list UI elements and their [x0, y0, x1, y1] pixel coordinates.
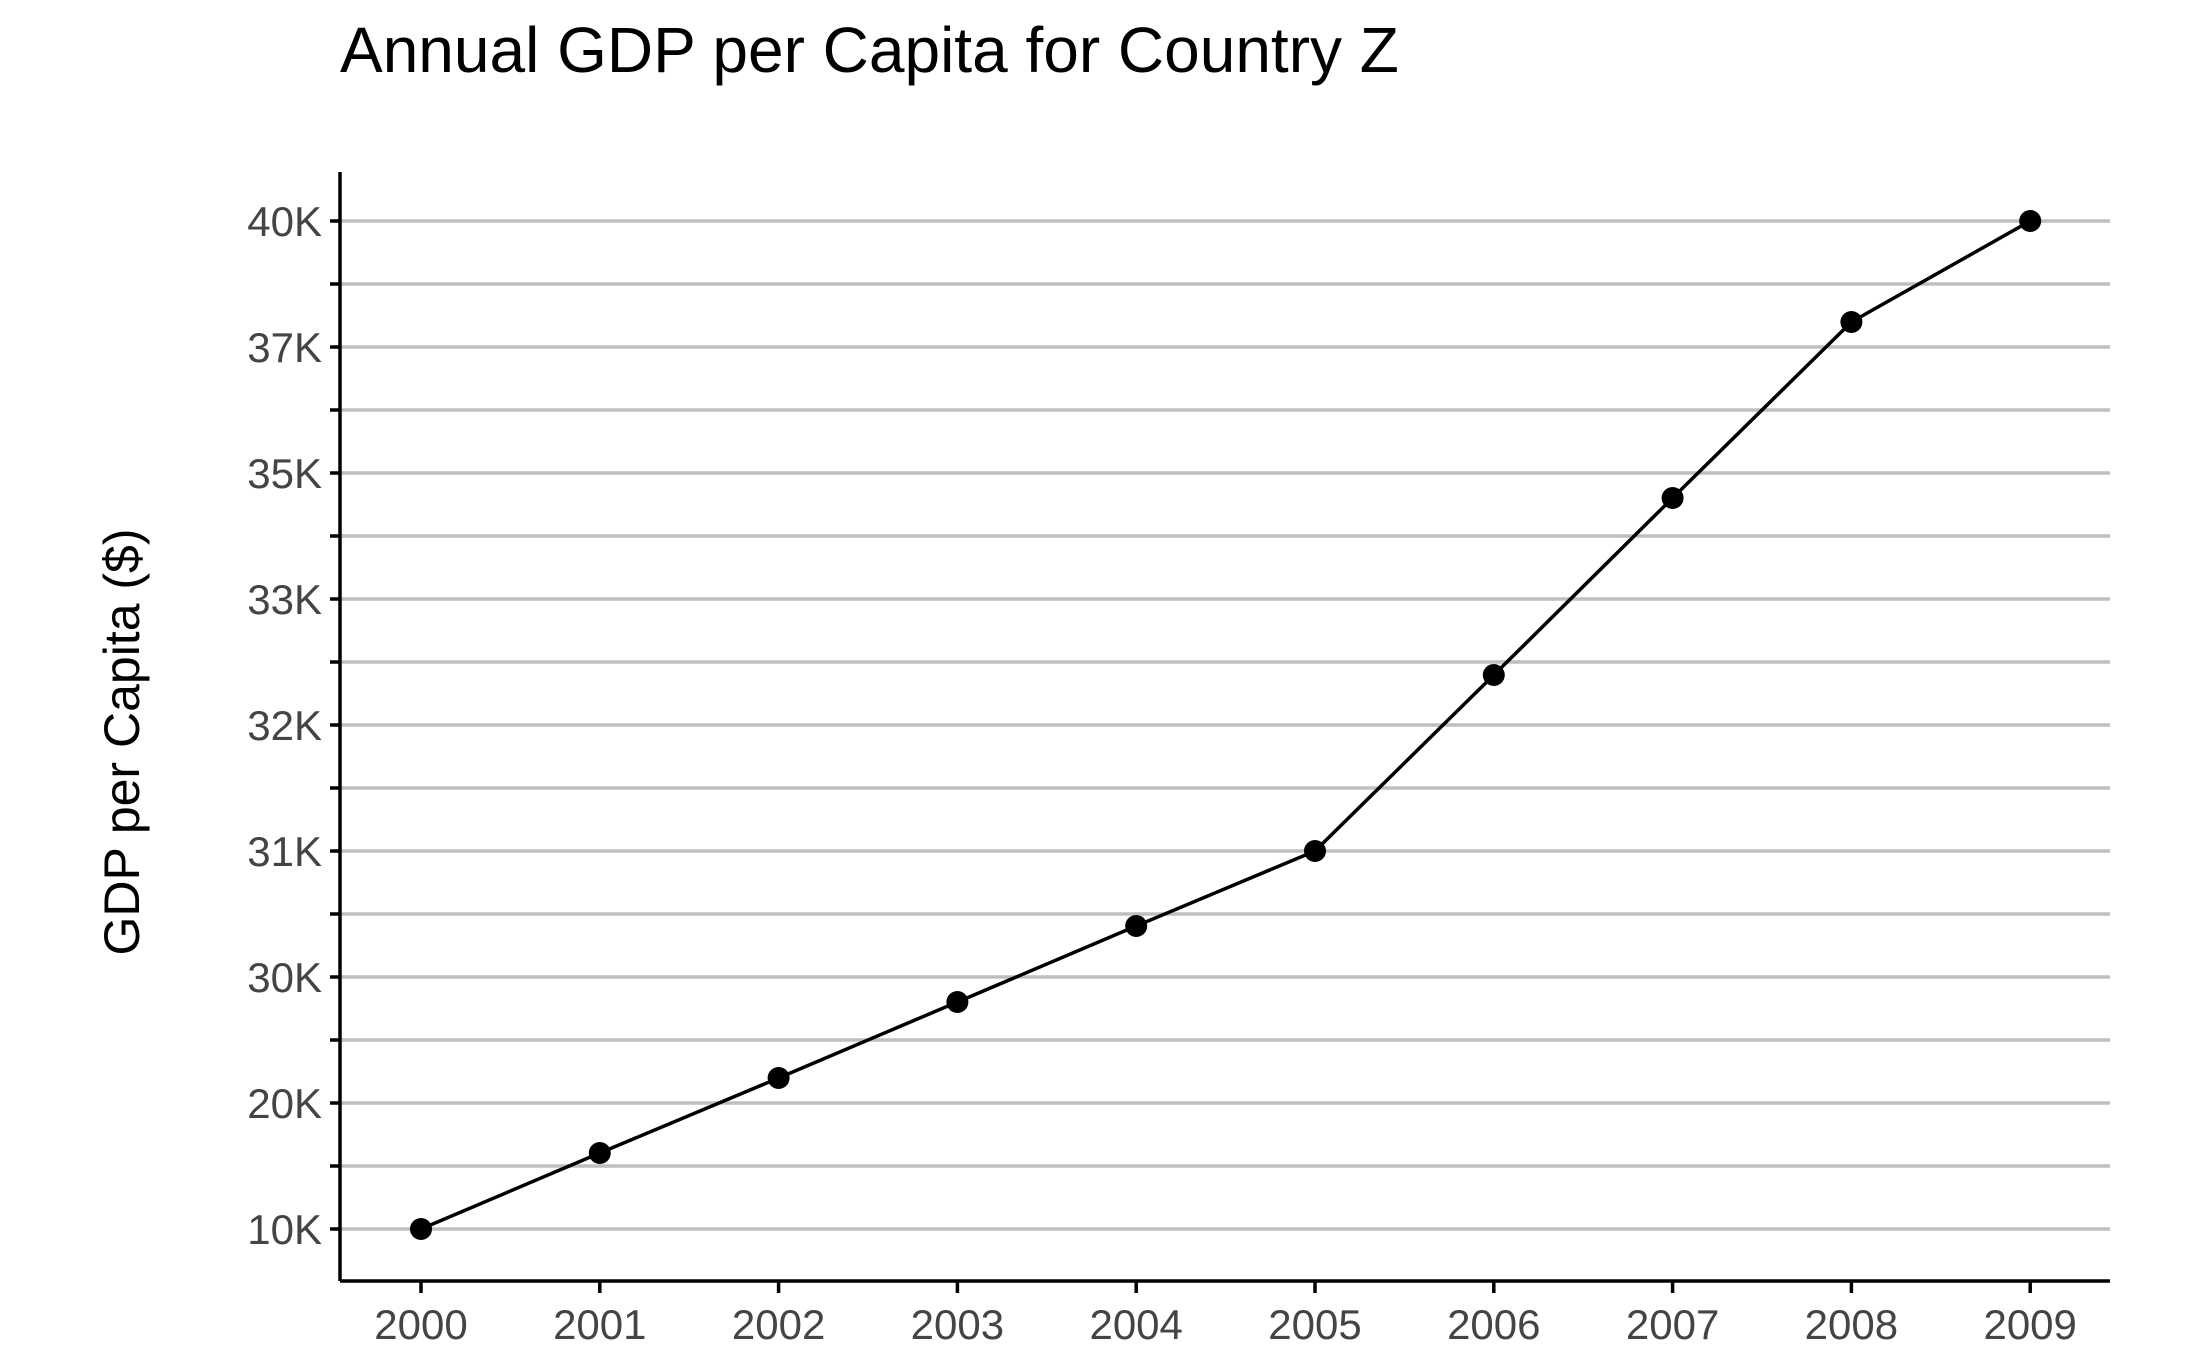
x-tick-label: 2008 — [1805, 1301, 1898, 1348]
y-tick-label: 32K — [247, 702, 322, 749]
data-series — [410, 210, 2042, 1240]
data-point-2002 — [767, 1067, 790, 1089]
x-tick-label: 2009 — [1983, 1301, 2076, 1348]
data-point-2008 — [1840, 311, 1863, 333]
data-point-2003 — [946, 991, 969, 1013]
x-tick-label: 2005 — [1268, 1301, 1361, 1348]
gridlines — [340, 219, 2110, 1231]
y-tick-label: 35K — [247, 450, 322, 497]
chart-title: Annual GDP per Capita for Country Z — [340, 14, 1399, 86]
x-tick-label: 2004 — [1089, 1301, 1182, 1348]
x-tick-label: 2001 — [553, 1301, 646, 1348]
data-point-2005 — [1304, 840, 1326, 862]
y-tick-label: 10K — [247, 1206, 322, 1253]
tick-labels: 10K 20K 30K 31K 32K 33K 35K 37K 40K 2000 2001 2002 2… — [247, 198, 2077, 1348]
y-tick-label: 40K — [247, 198, 322, 245]
x-tick-label: 2000 — [374, 1301, 467, 1348]
y-tick-label: 37K — [247, 324, 322, 371]
data-point-2006 — [1482, 664, 1505, 686]
axes — [330, 172, 2110, 1293]
data-point-2000 — [410, 1218, 432, 1240]
data-point-2007 — [1661, 487, 1684, 509]
x-tick-label: 2006 — [1447, 1301, 1540, 1348]
y-tick-label: 31K — [247, 828, 322, 875]
data-point-2001 — [588, 1142, 611, 1164]
x-tick-label: 2003 — [911, 1301, 1004, 1348]
x-tick-label: 2002 — [732, 1301, 825, 1348]
data-point-2009 — [2019, 210, 2042, 232]
series-line — [420, 219, 2032, 1231]
y-axis-label: GDP per Capita ($) — [94, 528, 150, 955]
x-tick-label: 2007 — [1626, 1301, 1719, 1348]
y-tick-label: 30K — [247, 954, 322, 1001]
data-point-2004 — [1125, 915, 1148, 937]
y-tick-label: 33K — [247, 576, 322, 623]
y-tick-label: 20K — [247, 1080, 322, 1127]
